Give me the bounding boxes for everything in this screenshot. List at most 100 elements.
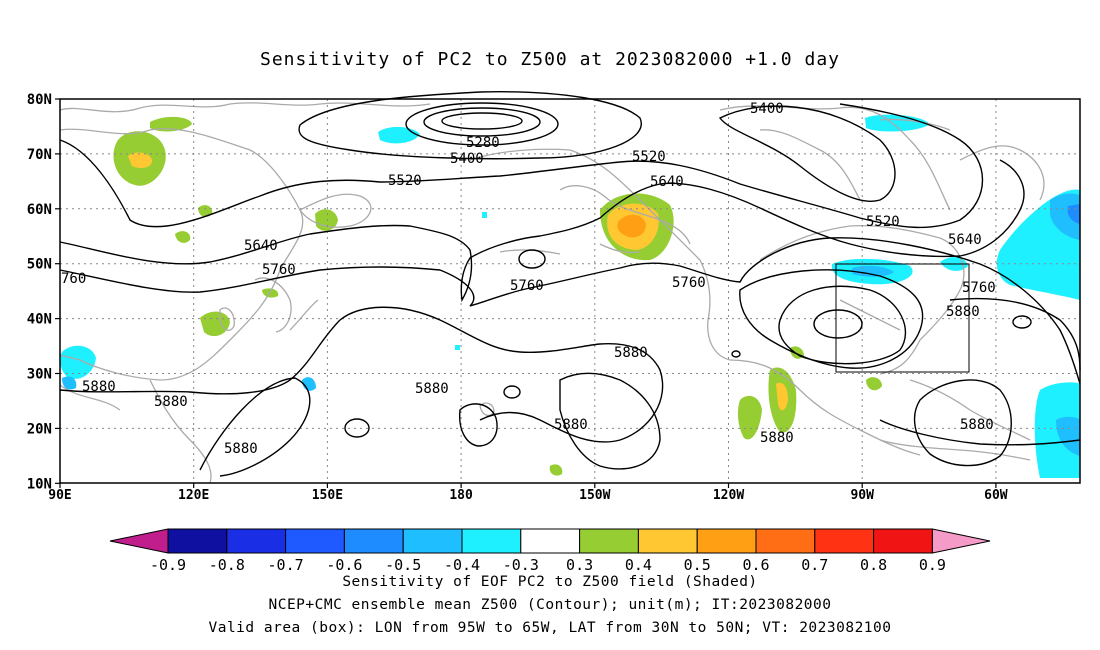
contour-label: 760 — [61, 271, 86, 287]
contour-5880-gulf — [913, 379, 1012, 467]
contour-small-a — [503, 385, 521, 399]
colorbar-label: -0.3 — [503, 556, 539, 574]
contour-label: 5880 — [960, 417, 994, 433]
map-title: Sensitivity of PC2 to Z500 at 2023082000… — [259, 49, 840, 70]
contour-label: 5640 — [244, 238, 278, 254]
contour-label: 5520 — [866, 214, 900, 230]
contour-high-ring — [778, 285, 907, 365]
lon-tick-label: 90W — [850, 488, 874, 503]
plot-frame — [59, 98, 1081, 484]
contour-label: 5760 — [962, 280, 996, 296]
contour-label: 5760 — [262, 262, 296, 278]
contour-5880-west — [59, 306, 664, 443]
shade-positive-west-pacific-core — [128, 152, 153, 168]
lon-tick-label: 120W — [713, 488, 744, 503]
contour-label: 5400 — [750, 101, 784, 117]
colorbar-label: 0.8 — [860, 556, 887, 574]
colorbar-bin — [696, 528, 757, 554]
shade-negative-atlantic-inner — [1050, 193, 1080, 240]
lon-tick-label: 150E — [312, 488, 343, 503]
shade-positive-arctic-small — [150, 116, 192, 132]
contour-5280-ring-3 — [405, 102, 559, 146]
colorbar-label: -0.8 — [209, 556, 245, 574]
caption-contour: NCEP+CMC ensemble mean Z500 (Contour); u… — [268, 597, 832, 613]
colorbar-label: -0.9 — [150, 556, 186, 574]
shade-positive-baja-a — [737, 395, 762, 440]
shade-positive-japan-a — [198, 205, 213, 217]
contour-label: 5880 — [224, 441, 258, 457]
lat-tick-label: 70N — [27, 147, 52, 163]
colorbar-bin — [226, 528, 287, 554]
longitude-axis: 90E 120E 150E 180 150W 120W 90W 60W — [48, 483, 1008, 503]
shade-negative-northeast — [865, 114, 930, 132]
contour-5880-low-lat — [559, 372, 661, 470]
colorbar-label: 0.4 — [625, 556, 652, 574]
contour-label: 5520 — [632, 149, 666, 165]
contour-5280-ring-2 — [423, 107, 541, 137]
colorbar-left-arrow — [109, 528, 169, 554]
shade-positive-gulf-alaska-core — [617, 214, 646, 238]
contour-labels: 5280 5400 5400 5520 5520 5520 5640 5640 … — [61, 101, 996, 457]
valid-area-box — [835, 263, 970, 373]
contour-small-c — [1012, 315, 1032, 329]
contour-label: 5880 — [760, 430, 794, 446]
colorbar-bin — [520, 528, 581, 554]
shade-positive-korea — [200, 311, 230, 337]
latitude-axis: 80N 70N 60N 50N 40N 30N 20N 10N — [27, 92, 60, 492]
lon-tick-label: 60W — [984, 488, 1008, 503]
lat-tick-label: 10N — [27, 476, 52, 492]
contour-5880-philippine-high — [199, 377, 311, 477]
caption-valid-area: Valid area (box): LON from 95W to 65W, L… — [208, 620, 892, 636]
colorbar-label: 0.3 — [566, 556, 593, 574]
shade-negative-atlantic-south-inner — [1056, 416, 1080, 456]
contour-label: 5880 — [82, 379, 116, 395]
colorbar: -0.9 -0.8 -0.7 -0.6 -0.5 -0.4 -0.3 0.3 0.4 0.5 0.6… — [109, 528, 991, 574]
contour-5880-hawaii — [459, 403, 498, 447]
colorbar-bin — [873, 528, 933, 554]
contour-high-center — [813, 309, 863, 339]
contour-label: 5880 — [946, 304, 980, 320]
caption-shaded: Sensitivity of EOF PC2 to Z500 field (Sh… — [342, 574, 758, 590]
contour-5760 — [59, 237, 1081, 385]
colorbar-bin — [814, 528, 875, 554]
shade-negative-bay — [62, 376, 77, 390]
shade-positive-kamchatka — [315, 209, 338, 231]
contour-5400-north — [298, 91, 642, 160]
contour-label: 5640 — [948, 232, 982, 248]
colorbar-bin — [755, 528, 816, 554]
contour-small-d — [731, 350, 741, 358]
shading-layer — [60, 114, 1080, 478]
shade-positive-gulf — [866, 377, 882, 391]
contour-label: 5880 — [154, 394, 188, 410]
shade-negative-spot-b — [455, 345, 460, 350]
shade-positive-baja-core — [776, 382, 788, 411]
shade-negative-atlantic-core — [1067, 204, 1080, 224]
shade-negative-spot-a — [482, 212, 487, 218]
colorbar-label: -0.6 — [326, 556, 362, 574]
lat-tick-label: 40N — [27, 312, 52, 328]
contour-small-low — [518, 249, 546, 269]
contour-label: 5880 — [415, 381, 449, 397]
contour-5520 — [59, 103, 984, 229]
contour-label: 5400 — [450, 151, 484, 167]
colorbar-bin — [343, 528, 404, 554]
contour-5880-south — [879, 419, 1081, 446]
contour-label: 5280 — [466, 135, 500, 151]
contour-5400-east — [718, 105, 896, 202]
colorbar-bin — [461, 528, 522, 554]
lon-tick-label: 120E — [178, 488, 209, 503]
colorbar-bin — [167, 528, 228, 554]
lon-tick-label: 150W — [579, 488, 610, 503]
z500-contours — [59, 91, 1081, 477]
colorbar-label: 0.9 — [919, 556, 946, 574]
contour-label: 5760 — [510, 278, 544, 294]
lat-tick-label: 30N — [27, 367, 52, 383]
contour-label: 5640 — [650, 174, 684, 190]
contour-5280-inner — [441, 112, 523, 130]
shade-positive-pacific-spot — [549, 464, 563, 476]
lat-tick-label: 50N — [27, 257, 52, 273]
contour-label: 5760 — [672, 275, 706, 291]
colorbar-bin — [637, 528, 698, 554]
colorbar-bin — [285, 528, 345, 554]
lon-tick-label: 180 — [449, 488, 473, 503]
